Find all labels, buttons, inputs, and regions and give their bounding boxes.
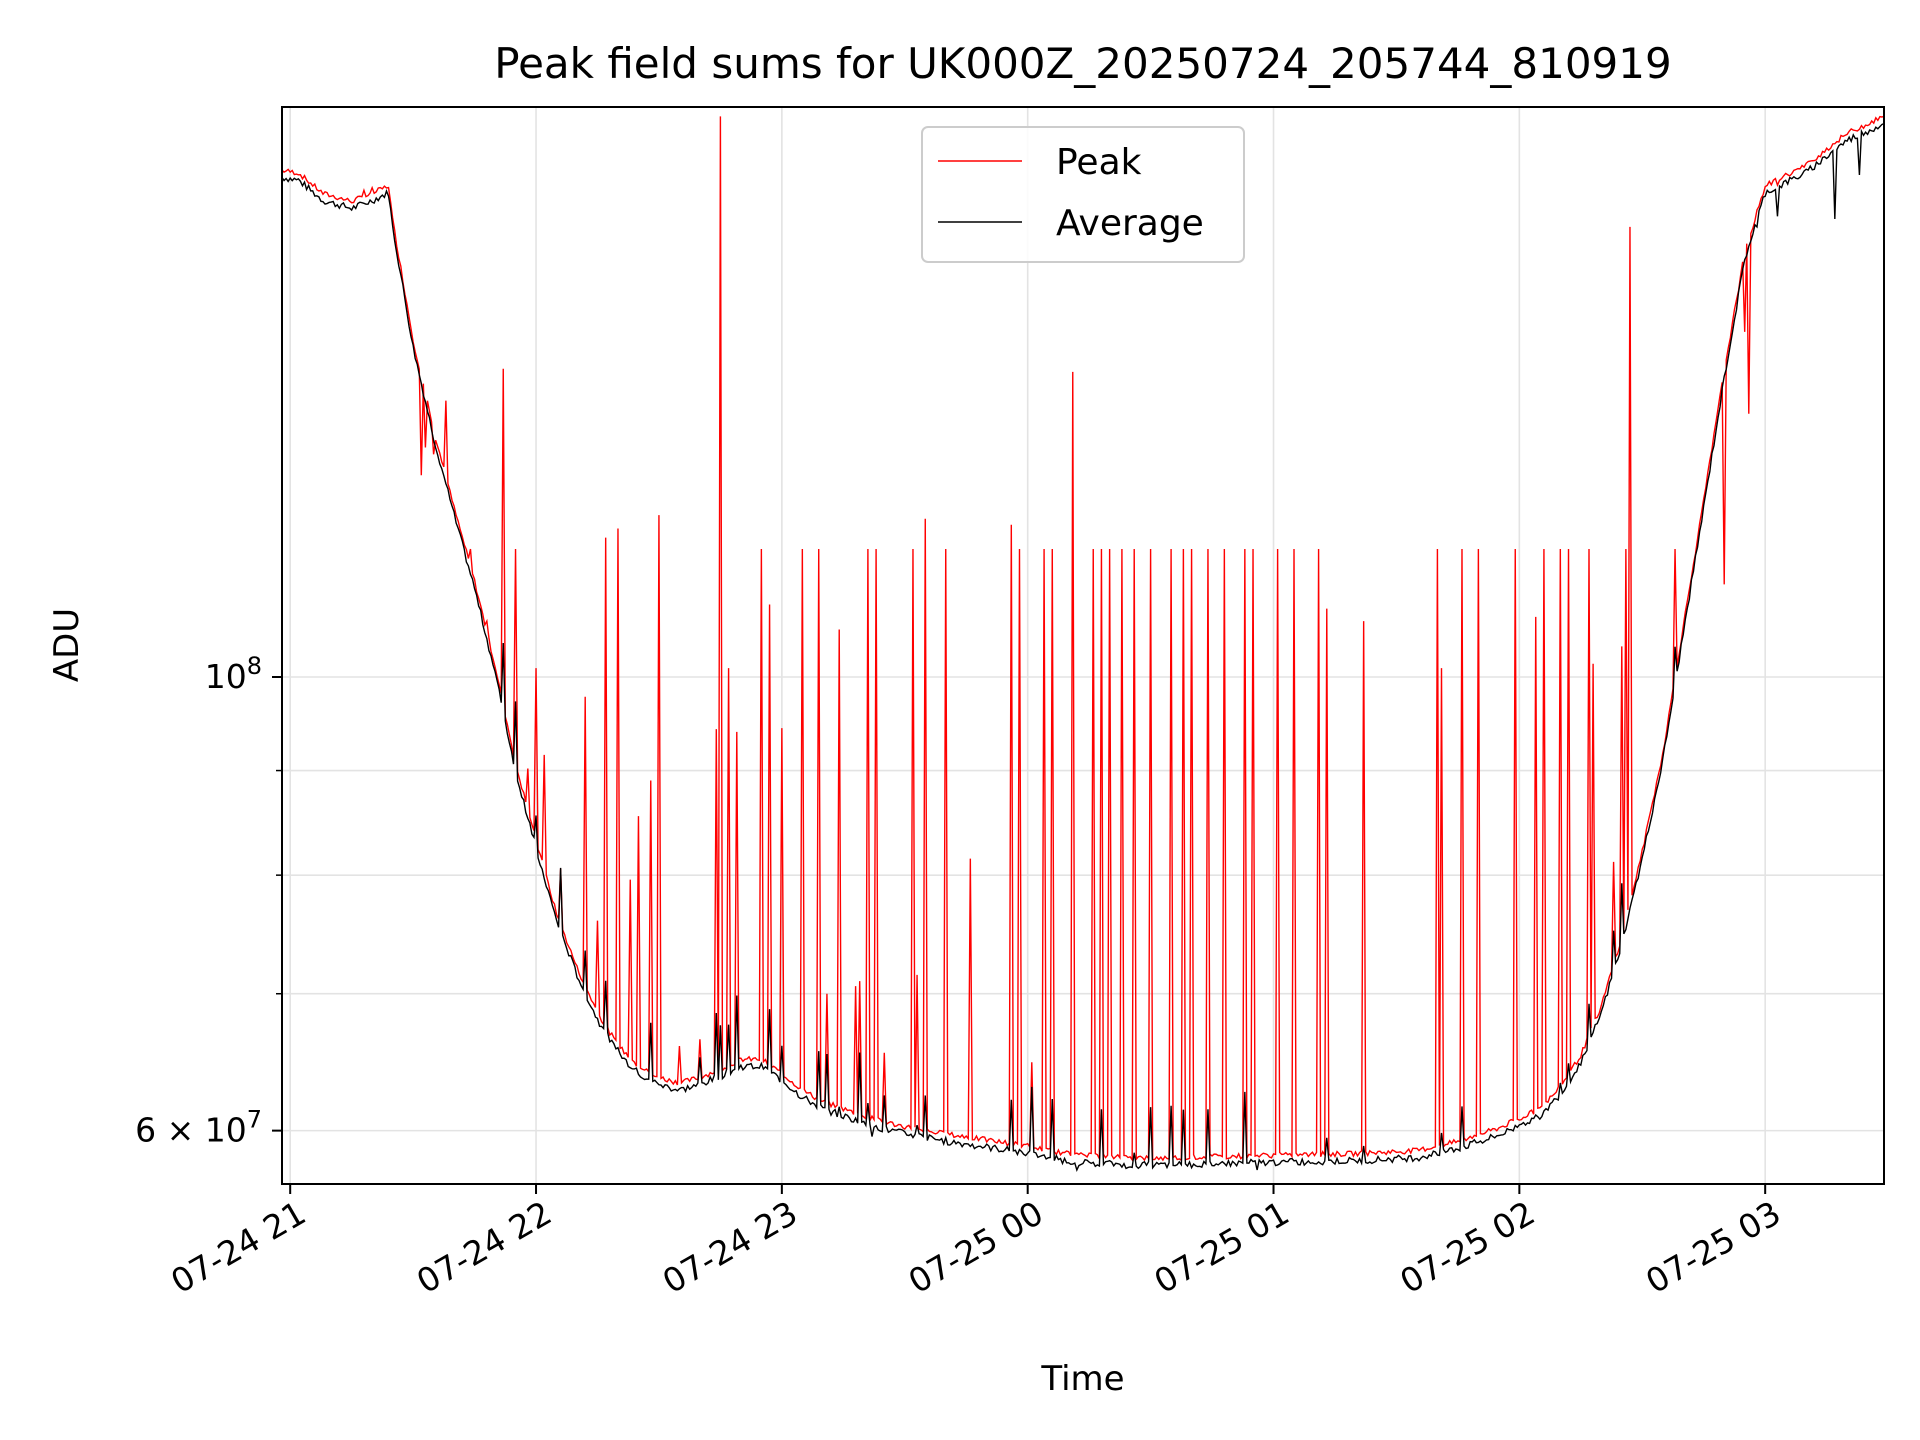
y-axis-label: ADU	[47, 608, 87, 682]
chart-title: Peak field sums for UK000Z_20250724_2057…	[494, 39, 1671, 88]
legend-average-label: Average	[1056, 203, 1204, 244]
y-tick-label: 108	[205, 652, 262, 696]
plot-frame	[281, 106, 1885, 1185]
plot-series	[282, 115, 1884, 1172]
series-line-peak	[282, 115, 1884, 1163]
series-line-average	[282, 123, 1884, 1172]
gridlines	[282, 107, 1884, 1184]
x-axis-label: Time	[1040, 1359, 1124, 1399]
legend: Peak Average	[921, 126, 1245, 263]
legend-peak-label: Peak	[1056, 142, 1142, 183]
y-tick-label: 6 × 107	[135, 1106, 262, 1150]
